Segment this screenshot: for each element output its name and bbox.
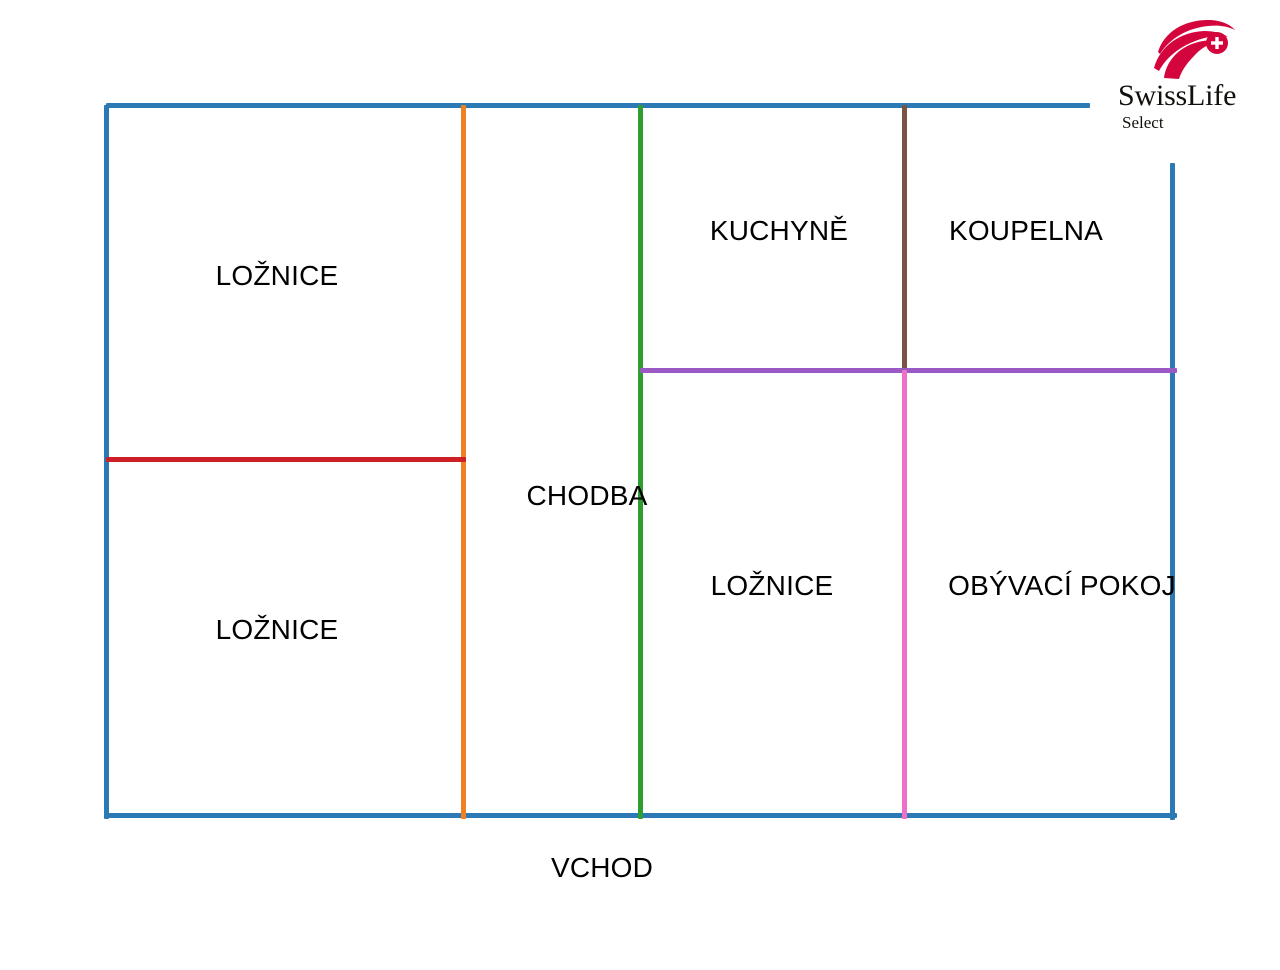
entrance-label: VCHOD	[550, 852, 654, 883]
room-label-bedroom-bottom-right: LOŽNICE	[710, 570, 834, 601]
room-label-living-room: OBÝVACÍ POKOJ	[948, 570, 1176, 601]
brand-wordmark: SwissLife	[1118, 79, 1237, 112]
brand-subwordmark: Select	[1122, 113, 1164, 132]
partition-wall-orange	[460, 105, 466, 819]
outer-wall-right	[1169, 163, 1175, 820]
brand-logo: SwissLife Select	[1118, 18, 1268, 138]
partition-wall-green	[637, 105, 643, 819]
room-label-bathroom: KOUPELNA	[948, 215, 1104, 246]
room-label-kitchen: KUCHYNĚ	[709, 215, 849, 246]
room-label-hallway: CHODBA	[526, 480, 648, 511]
partition-wall-brown	[901, 105, 907, 375]
room-label-bedroom-top-left: LOŽNICE	[215, 260, 339, 291]
outer-wall-top	[106, 102, 1090, 108]
outer-wall-left	[103, 105, 109, 819]
swiss-life-swoosh-icon	[1150, 18, 1236, 80]
room-label-bedroom-bottom-left: LOŽNICE	[215, 614, 339, 645]
partition-wall-red	[106, 456, 466, 462]
partition-wall-purple	[640, 367, 1177, 373]
partition-wall-pink	[901, 370, 907, 819]
